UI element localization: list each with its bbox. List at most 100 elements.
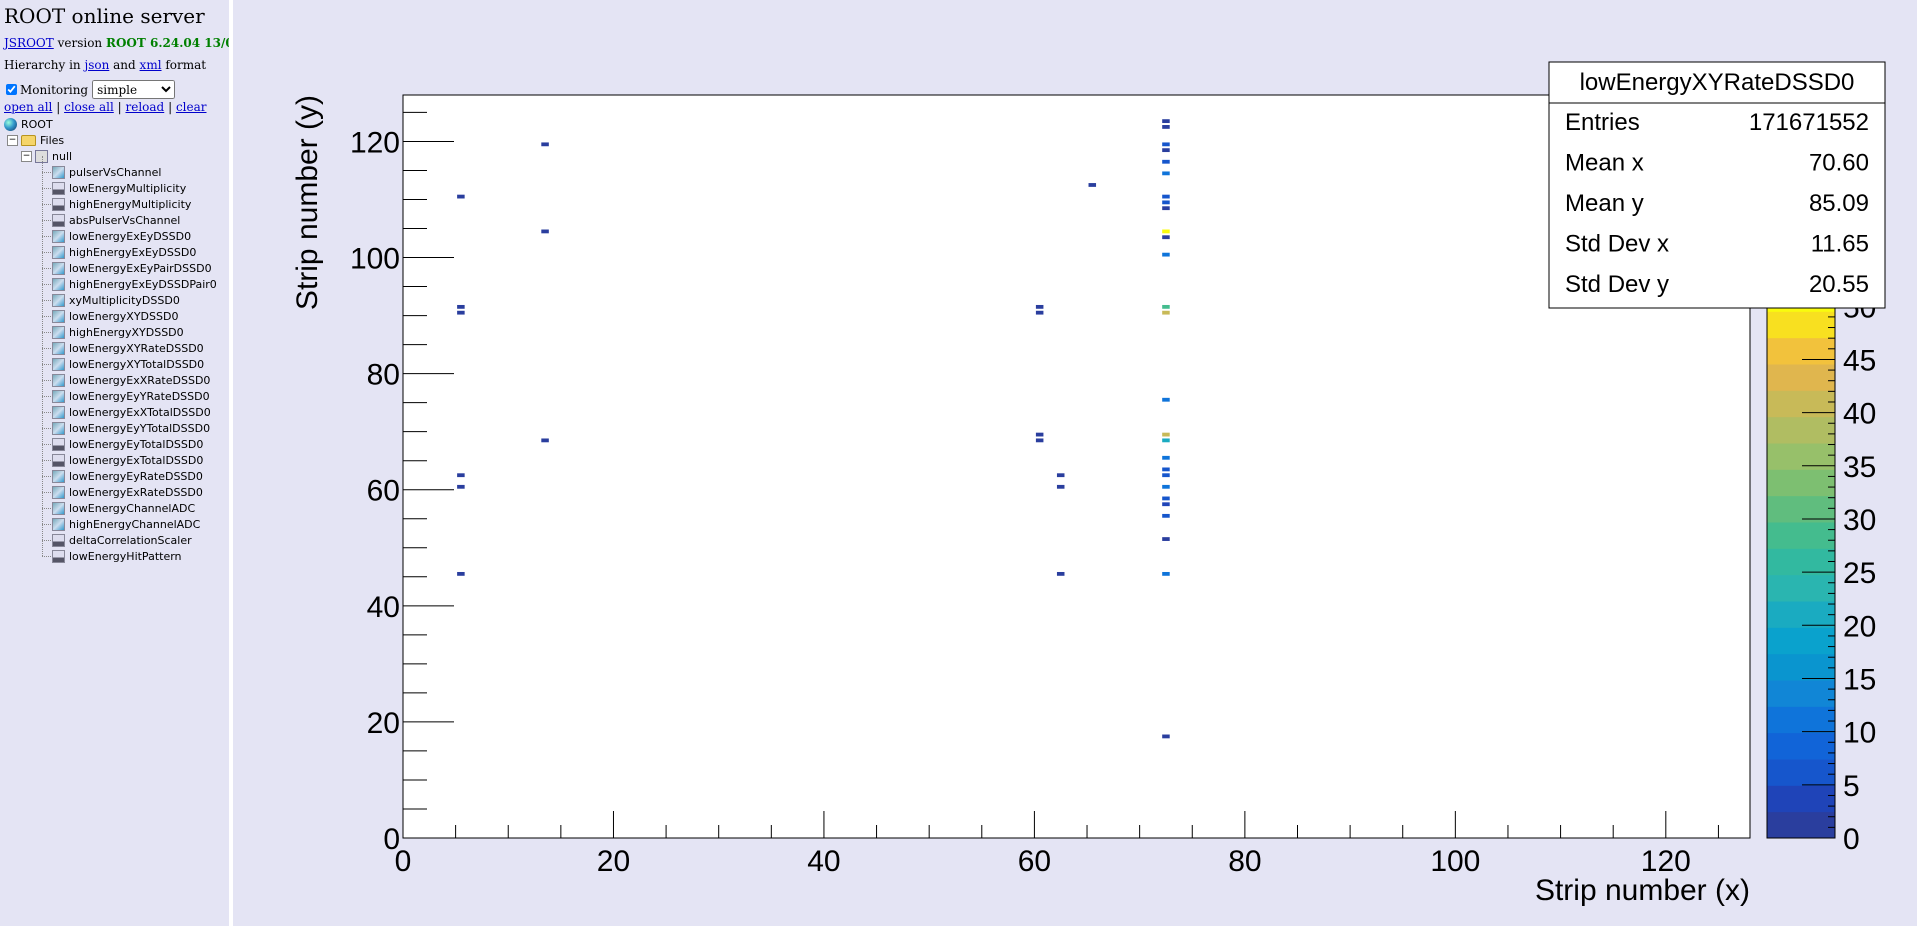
tree-item-lowEnergyExXTotalDSSD0[interactable]: lowEnergyExXTotalDSSD0 — [52, 404, 211, 420]
tree-item-lowEnergyXYTotalDSSD0[interactable]: lowEnergyXYTotalDSSD0 — [52, 356, 204, 372]
tree-item-lowEnergyExEyDSSD0[interactable]: lowEnergyExEyDSSD0 — [52, 228, 191, 244]
heatmap-cell — [1035, 438, 1044, 443]
tree-item-absPulserVsChannel[interactable]: absPulserVsChannel — [52, 212, 180, 228]
heatmap-cell — [1035, 310, 1044, 315]
heatmap-cell — [1162, 397, 1170, 402]
tree-item-lowEnergyHitPattern[interactable]: lowEnergyHitPattern — [52, 548, 182, 564]
palette-tick-label: 20 — [1843, 610, 1876, 643]
tree-item-label: lowEnergyExRateDSSD0 — [69, 485, 203, 499]
tree-item-lowEnergyEyYRateDSSD0[interactable]: lowEnergyEyYRateDSSD0 — [52, 388, 210, 404]
hierarchy-line: Hierarchy in json and xml format — [4, 58, 206, 72]
open-all-link[interactable]: open all — [4, 100, 53, 114]
y-tick-label: 120 — [350, 126, 400, 159]
palette-segment — [1767, 811, 1835, 839]
y-tick-label: 40 — [367, 591, 400, 624]
tree-item-label: highEnergyExEyDSSD0 — [69, 245, 197, 259]
tree-node-file[interactable]: − null — [21, 148, 72, 164]
tree-item-highEnergyMultiplicity[interactable]: highEnergyMultiplicity — [52, 196, 191, 212]
x-axis: 0 20 40 60 80 100 120 — [395, 811, 1719, 878]
clear-link[interactable]: clear — [175, 100, 207, 114]
tree-item-pulserVsChannel[interactable]: pulserVsChannel — [52, 164, 161, 180]
tree-item-label: lowEnergyMultiplicity — [69, 181, 187, 195]
tree-item-label: xyMultiplicityDSSD0 — [69, 293, 180, 307]
tree-branch-line — [42, 396, 51, 397]
tree-item-lowEnergyEyYTotalDSSD0[interactable]: lowEnergyEyYTotalDSSD0 — [52, 420, 210, 436]
tree-item-label: highEnergyXYDSSD0 — [69, 325, 184, 339]
stats-label: Entries — [1565, 109, 1640, 136]
tree-item-xyMultiplicityDSSD0[interactable]: xyMultiplicityDSSD0 — [52, 292, 180, 308]
h2-icon — [52, 517, 65, 531]
reload-link[interactable]: reload — [125, 100, 165, 114]
stats-value: 70.60 — [1809, 150, 1869, 177]
tree-branch-line — [42, 236, 51, 237]
and-word: and — [113, 58, 136, 72]
tree-item-highEnergyExEyDSSD0[interactable]: highEnergyExEyDSSD0 — [52, 244, 196, 260]
tree-branch-line — [42, 364, 51, 365]
h2-icon — [52, 421, 65, 435]
stats-label: Mean x — [1565, 150, 1644, 177]
y-axis: 0 20 40 60 80 100 120 — [350, 111, 454, 856]
tree-item-label: lowEnergyExTotalDSSD0 — [69, 453, 204, 467]
xml-link[interactable]: xml — [139, 58, 162, 72]
collapse-icon[interactable]: − — [21, 150, 32, 162]
y-tick-label: 60 — [367, 475, 400, 508]
h1-icon — [52, 453, 65, 467]
tree-item-lowEnergyExXRateDSSD0[interactable]: lowEnergyExXRateDSSD0 — [52, 372, 210, 388]
heatmap-cell — [1088, 183, 1097, 187]
heatmap-cell — [1162, 484, 1170, 489]
heatmap-cell — [457, 310, 465, 315]
palette-tick-label: 30 — [1843, 504, 1876, 537]
h2-icon — [52, 357, 65, 371]
tree-guide-line — [42, 156, 43, 556]
tree-branch-line — [42, 524, 51, 525]
tree-item-lowEnergyMultiplicity[interactable]: lowEnergyMultiplicity — [52, 180, 186, 196]
heatmap-cell — [1162, 438, 1170, 443]
tree-actions: open all | close all | reload | clear — [4, 100, 207, 114]
monitoring-checkbox[interactable] — [6, 84, 17, 95]
tree-item-lowEnergyXYRateDSSD0[interactable]: lowEnergyXYRateDSSD0 — [52, 340, 204, 356]
tree-node-files[interactable]: − Files — [7, 132, 64, 148]
palette-segment — [1767, 364, 1835, 391]
tree-item-lowEnergyXYDSSD0[interactable]: lowEnergyXYDSSD0 — [52, 308, 178, 324]
tree-item-lowEnergyExTotalDSSD0[interactable]: lowEnergyExTotalDSSD0 — [52, 452, 203, 468]
tree-item-lowEnergyEyRateDSSD0[interactable]: lowEnergyEyRateDSSD0 — [52, 468, 203, 484]
collapse-icon[interactable]: − — [7, 134, 18, 146]
tree-item-label: highEnergyExEyDSSDPair0 — [69, 277, 217, 291]
tree-branch-line — [42, 204, 51, 205]
palette-segment — [1767, 574, 1835, 602]
separator: | — [117, 100, 122, 114]
root-file-icon — [35, 149, 48, 163]
heatmap-cell — [1162, 119, 1170, 124]
monitoring-mode-select[interactable]: simple — [92, 80, 176, 99]
tree-node-root[interactable]: ROOT — [4, 116, 53, 132]
close-all-link[interactable]: close all — [64, 100, 114, 114]
sidebar-splitter[interactable] — [229, 0, 233, 926]
stats-box: lowEnergyXYRateDSSD0 Entries 171671552 Mea… — [1548, 61, 1886, 309]
heatmap-cell — [1162, 571, 1170, 576]
palette-segment — [1767, 732, 1835, 760]
tree-item-deltaCorrelationScaler[interactable]: deltaCorrelationScaler — [52, 532, 192, 548]
y-tick-label: 0 — [383, 823, 400, 856]
json-link[interactable]: json — [84, 58, 110, 72]
heatmap-cell — [541, 229, 549, 234]
heatmap-cell — [1162, 496, 1170, 501]
tree-item-lowEnergyEyTotalDSSD0[interactable]: lowEnergyEyTotalDSSD0 — [52, 436, 203, 452]
h1-icon — [52, 197, 65, 211]
tree-item-lowEnergyExRateDSSD0[interactable]: lowEnergyExRateDSSD0 — [52, 484, 203, 500]
heatmap-cell — [457, 304, 465, 309]
jsroot-link[interactable]: JSROOT — [4, 36, 54, 50]
tree-item-highEnergyXYDSSD0[interactable]: highEnergyXYDSSD0 — [52, 324, 184, 340]
tree-item-lowEnergyExEyPairDSSD0[interactable]: lowEnergyExEyPairDSSD0 — [52, 260, 212, 276]
stats-value: 20.55 — [1809, 271, 1869, 298]
tree-branch-line — [42, 508, 51, 509]
tree-node-label: Files — [40, 133, 65, 147]
tree-item-highEnergyExEyDSSDPair0[interactable]: highEnergyExEyDSSDPair0 — [52, 276, 217, 292]
tree-item-lowEnergyChannelADC[interactable]: lowEnergyChannelADC — [52, 500, 195, 516]
h2-icon — [52, 245, 65, 259]
palette-segment — [1767, 548, 1835, 576]
version-line: JSROOT version ROOT 6.24.04 13/07/2021 — [4, 36, 229, 50]
tree-node-label: ROOT — [21, 117, 53, 131]
tree-branch-line — [42, 348, 51, 349]
tree-item-highEnergyChannelADC[interactable]: highEnergyChannelADC — [52, 516, 200, 532]
